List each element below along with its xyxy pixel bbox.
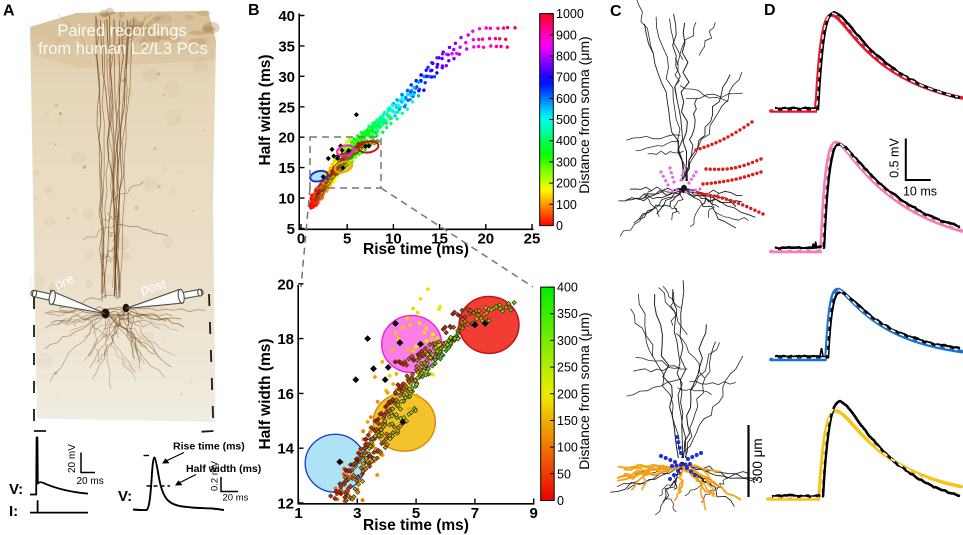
svg-text:0: 0 [557, 494, 564, 508]
svg-text:300 μm: 300 μm [750, 438, 765, 483]
svg-text:14: 14 [277, 441, 294, 458]
svg-text:Half width (ms): Half width (ms) [257, 54, 274, 165]
svg-text:C: C [610, 3, 622, 20]
svg-text:40: 40 [278, 8, 295, 25]
svg-text:400: 400 [556, 134, 577, 148]
svg-text:200: 200 [557, 387, 578, 401]
svg-text:15: 15 [431, 231, 448, 248]
svg-text:B: B [248, 2, 260, 19]
svg-text:600: 600 [556, 92, 577, 106]
svg-text:0.2 mV: 0.2 mV [210, 460, 221, 491]
svg-text:0: 0 [297, 231, 305, 248]
svg-text:0: 0 [556, 219, 563, 233]
svg-text:Rise time (ms): Rise time (ms) [173, 441, 245, 453]
svg-text:Rise time (ms): Rise time (ms) [363, 241, 469, 258]
svg-text:20: 20 [477, 231, 494, 248]
svg-text:500: 500 [556, 113, 577, 127]
svg-text:300: 300 [556, 155, 577, 169]
svg-text:400: 400 [557, 281, 578, 295]
svg-text:900: 900 [556, 28, 577, 42]
svg-text:9: 9 [530, 505, 538, 522]
svg-text:pre: pre [52, 271, 76, 293]
svg-text:10: 10 [278, 191, 295, 208]
svg-text:Distance from soma (μm): Distance from soma (μm) [576, 312, 592, 469]
svg-text:200: 200 [556, 177, 577, 191]
svg-text:350: 350 [557, 307, 578, 321]
svg-text:30: 30 [278, 69, 295, 86]
svg-text:A: A [3, 3, 15, 20]
svg-text:I:: I: [9, 503, 18, 520]
svg-text:50: 50 [557, 467, 571, 481]
svg-text:D: D [764, 2, 776, 19]
svg-text:35: 35 [278, 38, 295, 55]
svg-text:7: 7 [471, 505, 479, 522]
svg-text:V:: V: [118, 488, 132, 505]
svg-text:100: 100 [557, 441, 578, 455]
svg-text:18: 18 [277, 331, 294, 348]
svg-text:from human L2/L3 PCs: from human L2/L3 PCs [38, 40, 208, 58]
svg-text:3: 3 [353, 505, 361, 522]
svg-text:5: 5 [287, 221, 295, 238]
svg-text:16: 16 [277, 386, 294, 403]
svg-text:Half width (ms): Half width (ms) [257, 338, 274, 449]
svg-text:12: 12 [277, 496, 294, 513]
svg-text:Paired recordings: Paired recordings [57, 22, 186, 40]
svg-text:1: 1 [294, 505, 302, 522]
svg-text:1000: 1000 [556, 7, 584, 21]
svg-text:post: post [139, 276, 168, 297]
svg-text:250: 250 [557, 361, 578, 375]
svg-text:25: 25 [278, 99, 295, 116]
svg-text:10 ms: 10 ms [903, 185, 937, 199]
svg-text:V:: V: [9, 481, 23, 498]
svg-text:10: 10 [385, 231, 402, 248]
svg-text:Rise time (ms): Rise time (ms) [363, 517, 469, 534]
svg-text:20: 20 [277, 276, 294, 293]
svg-text:Half width (ms): Half width (ms) [186, 463, 261, 475]
svg-text:300: 300 [557, 334, 578, 348]
svg-text:20 mV: 20 mV [67, 444, 78, 473]
svg-text:800: 800 [556, 50, 577, 64]
svg-text:20 ms: 20 ms [223, 493, 249, 504]
svg-text:0.5 mV: 0.5 mV [888, 138, 902, 178]
svg-text:Distance from soma (μm): Distance from soma (μm) [576, 36, 592, 193]
svg-text:20 ms: 20 ms [77, 476, 104, 487]
svg-text:5: 5 [412, 505, 420, 522]
svg-text:15: 15 [278, 160, 295, 177]
svg-text:150: 150 [557, 414, 578, 428]
svg-text:5: 5 [343, 231, 351, 248]
svg-text:25: 25 [524, 231, 541, 248]
svg-text:100: 100 [556, 198, 577, 212]
svg-text:20: 20 [278, 130, 295, 147]
svg-text:700: 700 [556, 71, 577, 85]
